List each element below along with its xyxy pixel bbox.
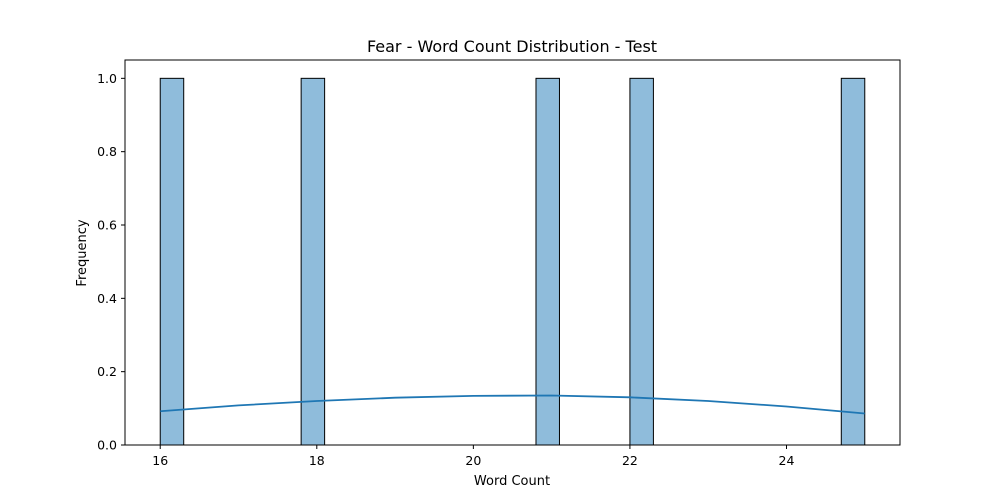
chart-title: Fear - Word Count Distribution - Test	[367, 37, 657, 56]
y-tick-label: 0.0	[97, 438, 117, 453]
histogram-bar-4	[629, 77, 654, 446]
x-tick-label: 18	[309, 453, 325, 468]
y-tick-label: 0.4	[97, 291, 117, 306]
x-tick-label: 24	[779, 453, 795, 468]
y-tick-label: 0.6	[97, 218, 117, 233]
histogram-bar-3	[535, 77, 560, 446]
x-tick-label: 20	[465, 453, 481, 468]
y-axis-ticks: 0.0 0.2 0.4 0.6 0.8 1.0	[97, 71, 125, 453]
bars-group	[159, 77, 866, 446]
histogram-bar-5	[840, 77, 866, 446]
y-tick-label: 1.0	[97, 71, 117, 86]
y-tick-label: 0.2	[97, 364, 117, 379]
x-tick-label: 22	[622, 453, 638, 468]
y-axis-label: Frequency	[75, 219, 90, 286]
kde-line	[160, 394, 865, 415]
x-axis-ticks: 16 18 20 22 24	[152, 445, 794, 468]
kde-group	[160, 394, 865, 415]
plot-frame	[124, 59, 901, 446]
x-tick-label: 16	[152, 453, 168, 468]
histogram-bar-2	[300, 77, 326, 446]
y-tick-label: 0.8	[97, 144, 117, 159]
histogram-bar-1	[159, 77, 185, 446]
x-axis-label: Word Count	[474, 474, 550, 489]
